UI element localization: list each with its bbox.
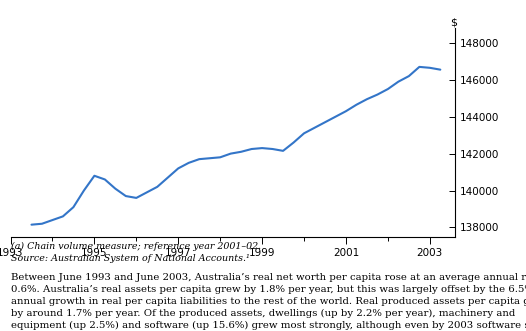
Text: $: $	[450, 17, 457, 27]
Text: (a) Chain volume measure; reference year 2001–02.: (a) Chain volume measure; reference year…	[11, 242, 261, 251]
Text: Source: Australian System of National Accounts.¹: Source: Australian System of National Ac…	[11, 254, 249, 263]
Text: Between June 1993 and June 2003, Australia’s real net worth per capita rose at a: Between June 1993 and June 2003, Austral…	[11, 273, 526, 331]
